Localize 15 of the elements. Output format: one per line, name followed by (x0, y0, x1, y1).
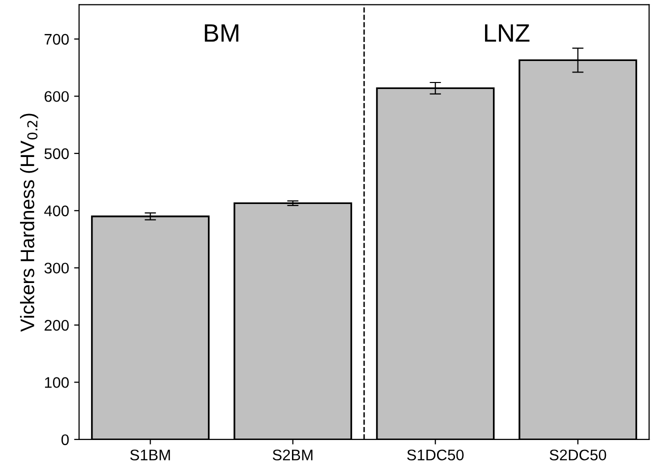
y-tick-label: 300 (44, 262, 69, 274)
annotation: LNZ (485, 24, 530, 42)
y-tick-label: 100 (45, 377, 69, 388)
y-tick-label: 0 (61, 434, 69, 446)
y-tick-label: 500 (44, 148, 69, 160)
annotation: BM (204, 24, 238, 42)
y-tick-label: 200 (44, 320, 69, 331)
x-tick-label: S2DC50 (550, 450, 606, 460)
y-tick-label: 400 (44, 206, 69, 216)
y-tick-label: 700 (44, 34, 69, 45)
x-tick-label: S1DC50 (407, 450, 464, 460)
x-tick-label: S1BM (130, 450, 170, 460)
y-tick-label: 600 (44, 91, 69, 102)
y-axis-title: Vickers Hardness (HV$_{0.2}$) (20, 114, 38, 332)
x-tick-label: S2BM (272, 450, 312, 460)
